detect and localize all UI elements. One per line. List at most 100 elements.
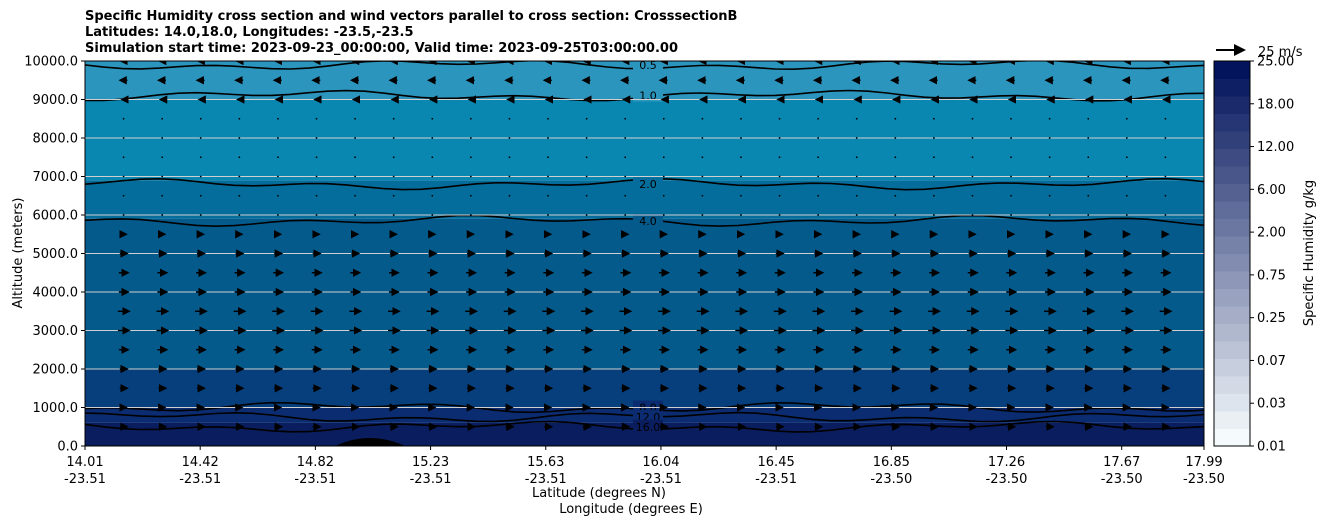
wind-dot <box>701 156 704 159</box>
x-tick-label-lon: -23.50 <box>986 472 1028 487</box>
wind-dot <box>932 194 935 197</box>
y-tick-label: 5000.0 <box>33 247 79 262</box>
quiver-key: 25 m/s <box>1216 44 1303 60</box>
contour-label: 16.0 <box>636 421 661 434</box>
wind-dot <box>431 175 434 178</box>
wind-dot <box>315 156 318 159</box>
y-tick-label: 2000.0 <box>33 363 79 378</box>
wind-dot <box>778 214 781 216</box>
wind-dot <box>277 214 279 216</box>
wind-dot <box>740 194 742 197</box>
wind-dot <box>469 194 472 197</box>
wind-dot <box>817 214 820 216</box>
wind-dot <box>894 137 897 139</box>
wind-dot <box>817 194 820 197</box>
wind-dot <box>1048 175 1051 178</box>
wind-dot <box>855 156 858 159</box>
wind-dot <box>778 137 781 139</box>
y-tick-label: 1000.0 <box>33 401 79 416</box>
wind-dot <box>354 194 357 197</box>
colorbar-band <box>1214 306 1250 324</box>
wind-dot <box>392 156 395 159</box>
x-tick-label-lon: -23.51 <box>64 472 106 487</box>
wind-dot <box>1164 117 1167 120</box>
x-tick-label-lat: 15.63 <box>527 455 564 470</box>
contour-lines: 0.51.02.04.08.012.016.0 <box>85 61 1204 434</box>
colorbar-band <box>1214 78 1250 97</box>
colorbar-band <box>1214 131 1250 149</box>
x-tick-label-lon: -23.51 <box>294 472 336 487</box>
wind-dot <box>431 117 434 120</box>
wind-dot <box>585 214 588 216</box>
contour-label-bg <box>633 213 663 227</box>
colorbar-band <box>1214 166 1250 184</box>
wind-dot <box>624 214 627 216</box>
colorbar-frame <box>1213 60 1251 447</box>
wind-dot <box>1087 137 1090 139</box>
wind-dot <box>624 137 627 139</box>
contour-label-bg <box>633 88 663 102</box>
wind-dot <box>701 214 704 216</box>
wind-dot <box>315 137 318 139</box>
wind-dot <box>932 137 935 139</box>
colorbar-tick-label: 0.03 <box>1257 397 1286 412</box>
wind-dot <box>932 117 935 120</box>
wind-dot <box>701 117 704 120</box>
wind-dot <box>1010 194 1012 197</box>
wind-dot <box>1048 117 1051 120</box>
contour-label-bg <box>633 177 663 191</box>
x-tick-label-lat: 17.67 <box>1103 455 1140 470</box>
wind-dot <box>778 175 781 178</box>
colorbar-band <box>1214 411 1250 429</box>
y-tick-label: 8000.0 <box>33 132 79 147</box>
wind-dot <box>277 194 279 197</box>
wind-dot <box>1164 156 1167 159</box>
x-tick-label-lon: -23.51 <box>640 472 682 487</box>
wind-dot <box>817 175 820 178</box>
wind-dot <box>547 175 549 178</box>
wind-dot <box>238 214 241 216</box>
wind-dot <box>392 137 395 139</box>
wind-dot <box>122 137 125 139</box>
x-tick-label-lat: 17.99 <box>1185 455 1222 470</box>
wind-dot <box>354 137 357 139</box>
wind-dot <box>277 137 279 139</box>
y-tick-label: 9000.0 <box>33 93 79 108</box>
wind-dot <box>1164 175 1167 178</box>
wind-dot <box>855 214 858 216</box>
wind-dot <box>585 117 588 120</box>
wind-dot <box>1125 194 1128 197</box>
x-axis-label-longitude: Longitude (degrees E) <box>559 502 703 517</box>
wind-dot <box>817 117 820 120</box>
x-tick-label-lat: 16.85 <box>873 455 910 470</box>
wind-vectors <box>117 61 1173 431</box>
wind-dot <box>932 214 935 216</box>
wind-dot <box>701 194 704 197</box>
wind-dot <box>778 117 781 120</box>
colorbar-band <box>1214 236 1250 254</box>
wind-dot <box>122 156 125 159</box>
wind-dot <box>508 137 511 139</box>
contour-label-bg <box>633 61 663 71</box>
x-axis-label-latitude: Latitude (degrees N) <box>532 486 666 501</box>
x-tick-label-lat: 14.42 <box>182 455 219 470</box>
wind-dot <box>740 137 742 139</box>
y-axis-label: Altitude (meters) <box>11 198 26 309</box>
wind-dot <box>354 175 357 178</box>
wind-dot <box>469 156 472 159</box>
wind-dot <box>122 117 125 120</box>
x-tick-label-lat: 17.26 <box>988 455 1025 470</box>
y-tick-label: 6000.0 <box>33 209 79 224</box>
wind-dot <box>161 214 164 216</box>
wind-dot <box>431 156 434 159</box>
wind-dot <box>855 137 858 139</box>
contour-label-bg <box>633 419 663 433</box>
colorbar-band <box>1214 148 1250 167</box>
wind-dot <box>199 214 202 216</box>
wind-dot <box>1125 175 1128 178</box>
wind-dot <box>971 137 974 139</box>
contour-label: 4.0 <box>639 215 657 228</box>
colorbar-label: Specific Humidity g/kg <box>1302 180 1317 326</box>
y-tick-label: 7000.0 <box>33 170 79 185</box>
wind-dot <box>469 137 472 139</box>
